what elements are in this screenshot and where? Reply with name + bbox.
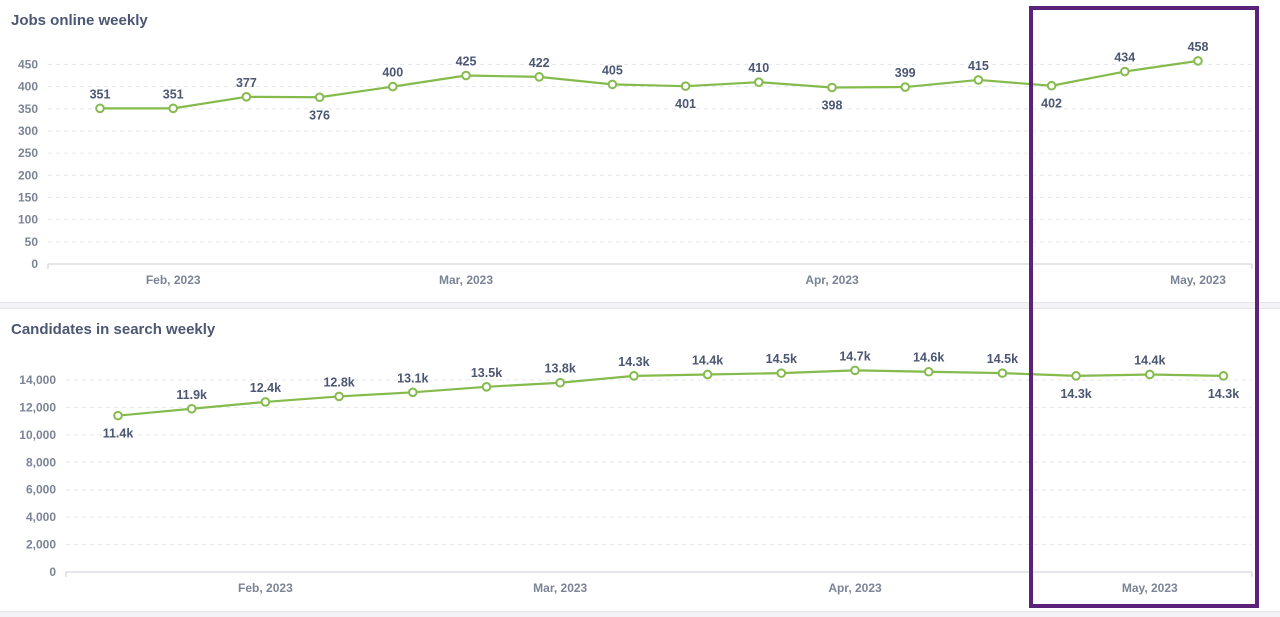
candidates-panel: Candidates in search weekly 0 2,000 4,000 6… xyxy=(0,308,1280,612)
y-tick-label: 50 xyxy=(25,235,39,249)
data-point[interactable] xyxy=(1046,80,1057,91)
data-label: 14.3k xyxy=(1208,387,1239,401)
data-point[interactable] xyxy=(850,365,860,376)
data-point[interactable] xyxy=(113,410,123,421)
data-label: 405 xyxy=(602,63,623,77)
data-point[interactable] xyxy=(168,103,178,114)
y-tick-label: 10,000 xyxy=(19,428,56,442)
x-tick-label: May, 2023 xyxy=(1122,581,1178,595)
data-label: 351 xyxy=(163,87,184,101)
data-label: 14.4k xyxy=(692,353,723,367)
data-label: 11.9k xyxy=(176,388,207,402)
data-point[interactable] xyxy=(555,377,566,388)
y-tick-label: 0 xyxy=(31,257,38,271)
y-tick-label: 350 xyxy=(18,102,38,116)
data-label: 351 xyxy=(90,87,111,101)
x-tick-label: May, 2023 xyxy=(1170,273,1226,287)
data-point[interactable] xyxy=(607,79,618,90)
candidates-title: Candidates in search weekly xyxy=(11,321,216,338)
x-tick-label: Mar, 2023 xyxy=(533,581,587,595)
data-point[interactable] xyxy=(334,391,344,402)
data-point[interactable] xyxy=(186,403,197,414)
data-label: 399 xyxy=(895,66,916,80)
y-tick-label: 6,000 xyxy=(26,483,56,497)
x-tick-label: Feb, 2023 xyxy=(238,581,293,595)
data-point[interactable] xyxy=(1218,371,1229,381)
data-label: 415 xyxy=(968,59,989,73)
y-tick-label: 14,000 xyxy=(19,373,56,387)
data-point[interactable] xyxy=(754,77,764,87)
data-label: 425 xyxy=(456,55,477,69)
data-point[interactable] xyxy=(629,371,639,381)
x-tick-label: Feb, 2023 xyxy=(146,273,201,287)
data-point[interactable] xyxy=(776,368,787,378)
data-point[interactable] xyxy=(900,82,911,92)
data-point[interactable] xyxy=(461,70,471,81)
data-label: 12.8k xyxy=(323,375,354,389)
series-line xyxy=(117,369,1224,417)
data-point[interactable] xyxy=(997,368,1008,378)
data-label: 14.5k xyxy=(766,352,797,366)
data-point[interactable] xyxy=(260,397,271,407)
jobs-online-title: Jobs online weekly xyxy=(11,12,148,29)
y-tick-label: 12,000 xyxy=(19,400,56,414)
data-label: 11.4k xyxy=(103,427,134,441)
data-point[interactable] xyxy=(1071,371,1081,381)
jobs-online-panel: Jobs online weekly 0 50 100 150 200 250 300 350… xyxy=(0,0,1280,303)
y-tick-label: 400 xyxy=(18,80,38,94)
data-point[interactable] xyxy=(481,382,492,392)
data-label: 13.1k xyxy=(397,371,428,385)
data-point[interactable] xyxy=(95,103,105,114)
y-tick-label: 0 xyxy=(49,565,56,579)
y-tick-label: 300 xyxy=(18,124,38,138)
data-label: 400 xyxy=(382,66,403,80)
y-tick-label: 250 xyxy=(18,146,38,160)
data-label: 14.7k xyxy=(839,349,870,363)
data-point[interactable] xyxy=(1193,56,1203,66)
data-label: 14.4k xyxy=(1134,353,1165,367)
data-point[interactable] xyxy=(702,369,713,380)
y-tick-label: 4,000 xyxy=(26,510,56,524)
x-tick-label: Apr, 2023 xyxy=(805,273,859,287)
y-tick-label: 150 xyxy=(18,190,38,204)
x-tick-label: Apr, 2023 xyxy=(828,581,882,595)
candidates-chart: 0 2,000 4,000 6,000 8,000 10,000 12,000 14,000 F… xyxy=(19,349,1253,595)
data-point[interactable] xyxy=(680,81,691,91)
data-label: 14.3k xyxy=(618,355,649,369)
data-point[interactable] xyxy=(388,81,398,92)
data-point[interactable] xyxy=(1145,369,1155,380)
data-label: 13.8k xyxy=(545,362,576,376)
y-tick-label: 100 xyxy=(18,213,38,227)
data-point[interactable] xyxy=(534,72,545,82)
data-point[interactable] xyxy=(241,92,252,102)
y-tick-label: 450 xyxy=(18,57,38,71)
data-label: 14.3k xyxy=(1060,387,1091,401)
data-point[interactable] xyxy=(923,366,934,377)
data-label: 376 xyxy=(309,108,330,122)
data-label: 14.5k xyxy=(987,352,1018,366)
data-label: 434 xyxy=(1114,51,1135,65)
data-label: 14.6k xyxy=(913,351,944,365)
data-point[interactable] xyxy=(314,92,325,103)
data-label: 410 xyxy=(748,61,769,75)
data-label: 422 xyxy=(529,56,550,70)
data-point[interactable] xyxy=(408,387,418,398)
jobs-online-chart: 0 50 100 150 200 250 300 350 400 450 Feb, 2023 Mar,… xyxy=(18,40,1253,287)
series-line xyxy=(100,59,1199,110)
x-tick-label: Mar, 2023 xyxy=(439,273,493,287)
y-tick-label: 200 xyxy=(18,168,38,182)
data-point[interactable] xyxy=(827,82,837,93)
data-label: 401 xyxy=(675,97,696,111)
data-label: 458 xyxy=(1188,40,1209,54)
data-label: 13.5k xyxy=(471,366,502,380)
data-label: 377 xyxy=(236,76,257,90)
y-tick-label: 8,000 xyxy=(26,455,56,469)
data-label: 12.4k xyxy=(250,381,281,395)
data-point[interactable] xyxy=(1120,66,1130,77)
data-label: 398 xyxy=(822,98,843,112)
y-tick-label: 2,000 xyxy=(26,538,56,552)
data-label: 402 xyxy=(1041,97,1062,111)
data-point[interactable] xyxy=(973,75,984,85)
